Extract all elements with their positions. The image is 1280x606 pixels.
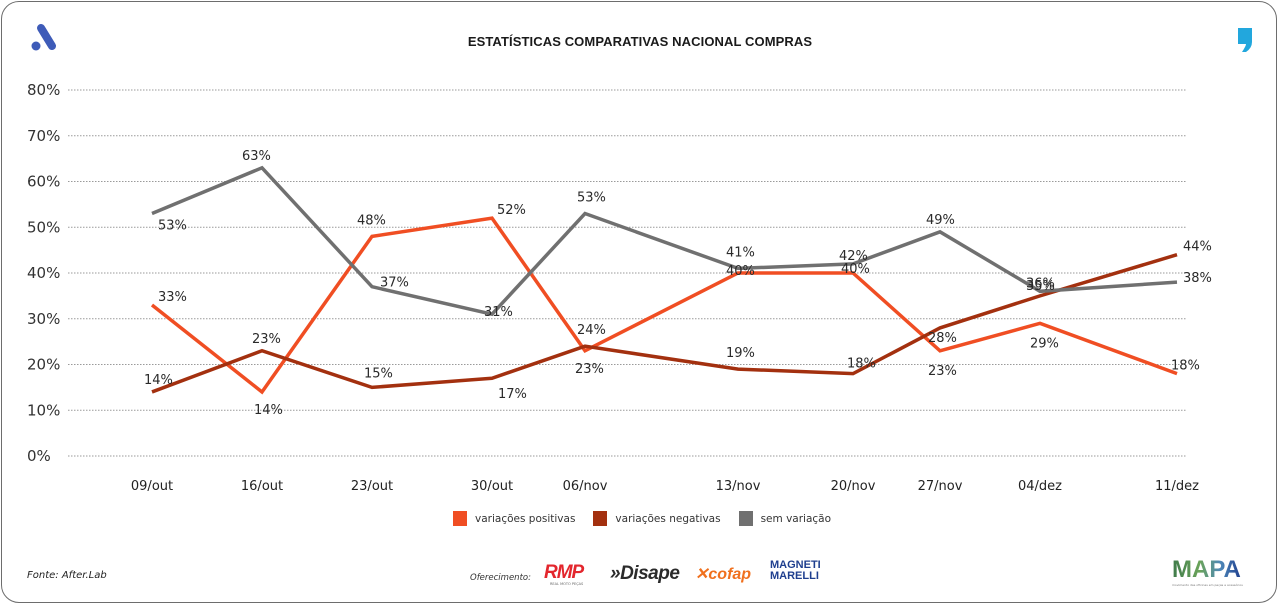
source-note: Fonte: After.Lab [27,570,107,581]
data-label-negativas: 24% [577,323,606,338]
y-tick-label: 50% [27,218,60,236]
data-label-sem-variacao: 37% [380,276,409,291]
data-label-positivas: 23% [928,364,957,379]
data-label-positivas: 14% [254,403,283,418]
data-label-positivas: 52% [497,203,526,218]
data-label-sem-variacao: 63% [242,149,271,164]
data-label-negativas: 19% [726,346,755,361]
data-label-sem-variacao: 49% [926,213,955,228]
x-tick-label: 20/nov [831,479,876,494]
data-label-sem-variacao: 53% [577,191,606,206]
x-tick-label: 27/nov [918,479,963,494]
series-line-negativas [151,253,1178,394]
y-tick-label: 70% [27,127,60,145]
x-tick-label: 13/nov [716,479,761,494]
y-tick-label: 60% [27,173,60,191]
rmp-logo-subtitle: REAL MOTO PEÇAS [550,582,584,586]
y-tick-label: 10% [27,401,60,419]
x-tick-label: 30/out [471,479,513,494]
data-label-sem-variacao: 42% [839,249,868,264]
x-tick-label: 04/dez [1018,479,1062,494]
a-logo-icon [31,24,56,51]
disape-logo-text: Disape [620,563,680,584]
data-label-negativas: 23% [252,332,281,347]
legend-label: sem variação [760,512,832,525]
data-label-positivas: 40% [726,264,755,279]
legend-item-negativas: variações negativas [593,511,721,526]
offered-by-label: Oferecimento: [470,573,531,583]
disape-logo: »Disape [610,563,680,584]
data-label-negativas: 15% [364,366,393,381]
data-label-sem-variacao: 53% [158,219,187,234]
data-label-positivas: 23% [575,362,604,377]
y-tick-label: 30% [27,310,60,328]
data-label-sem-variacao: 31% [484,305,513,320]
series-line-sem-variacao [151,165,1178,317]
data-label-sem-variacao: 36% [1026,276,1055,291]
y-tick-label: 20% [27,356,60,374]
data-label-negativas: 14% [144,373,173,388]
x-tick-label: 06/nov [563,479,608,494]
data-label-negativas: 28% [928,331,957,346]
rmp-logo: RMP [544,562,584,583]
data-label-negativas: 18% [847,357,876,372]
data-label-negativas: 17% [498,387,527,402]
legend-swatch-negativas [593,511,608,526]
data-label-sem-variacao: 38% [1183,271,1212,286]
x-tick-label: 16/out [241,479,283,494]
data-label-positivas: 29% [1030,336,1059,351]
legend-item-positivas: variações positivas [453,511,575,526]
mapa-logo: MAPA [1172,556,1241,583]
data-label-sem-variacao: 41% [726,245,755,260]
data-label-positivas: 48% [357,213,386,228]
cofap-logo: ✕cofap [695,566,752,583]
legend-label: variações negativas [615,512,721,525]
data-label-positivas: 33% [158,290,187,305]
x-tick-label: 11/dez [1155,479,1199,494]
data-label-negativas: 35% [1026,279,1055,294]
y-tick-label: 0% [27,447,51,465]
legend-swatch-sem-variacao [738,511,753,526]
y-tick-label: 80% [27,81,60,99]
legend-swatch-positivas [453,511,467,526]
chart-title: ESTATÍSTICAS COMPARATIVAS NACIONAL COMPR… [467,34,813,49]
mapa-logo-subtitle: movimento das oficinas em peças e acessó… [1172,583,1243,587]
magneti-marelli-logo: MAGNETI MARELLI [770,559,821,582]
series-line-positivas [150,216,1178,395]
data-label-negativas: 44% [1183,240,1212,255]
comma-logo-icon [1238,28,1252,52]
data-label-positivas: 40% [841,262,870,277]
y-tick-label: 40% [27,264,60,282]
x-tick-label: 23/out [351,479,393,494]
cofap-logo-text: cofap [708,566,752,583]
legend-label: variações positivas [475,512,576,525]
data-label-positivas: 18% [1171,359,1200,374]
x-tick-label: 09/out [131,479,173,494]
legend-item-sem-variacao: sem variação [738,511,832,526]
legend: variações positivas variações negativas … [453,511,849,526]
